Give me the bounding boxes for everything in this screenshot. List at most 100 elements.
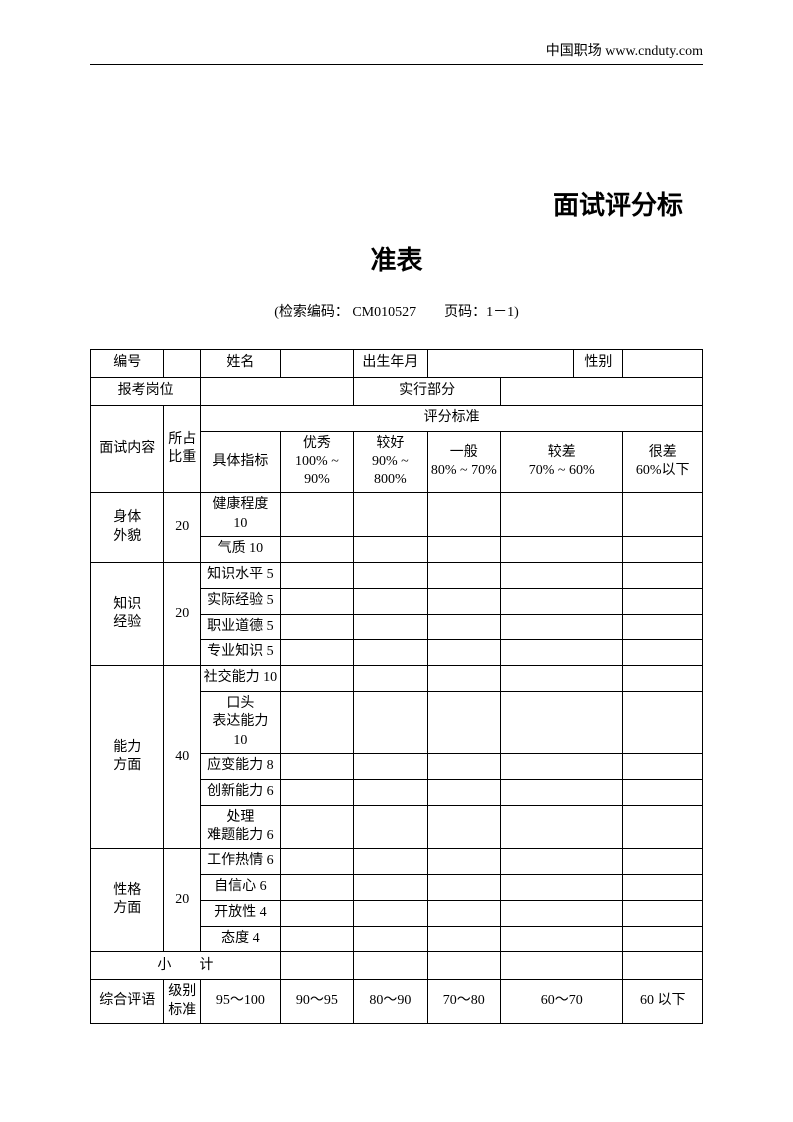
col-range: 100% ~ 90% xyxy=(295,454,339,487)
scoring-table: 编号 姓名 出生年月 性别 报考岗位 实行部分 面试内容 所占比重 评分标准 具… xyxy=(90,349,703,1024)
id-value xyxy=(164,350,201,378)
score-cell xyxy=(354,874,427,900)
score-cell xyxy=(280,848,353,874)
score-cell xyxy=(354,614,427,640)
score-cell xyxy=(354,848,427,874)
score-cell xyxy=(354,926,427,952)
score-cell xyxy=(501,640,623,666)
name-value xyxy=(280,350,353,378)
score-cell xyxy=(280,562,353,588)
score-cell xyxy=(354,493,427,536)
score-cell xyxy=(280,900,353,926)
score-cell xyxy=(501,588,623,614)
subtotal-label: 小 计 xyxy=(91,952,281,980)
score-cell xyxy=(427,692,500,754)
item-label: 态度 4 xyxy=(201,926,281,952)
score-cell xyxy=(280,692,353,754)
col-verypoor: 很差 60%以下 xyxy=(623,431,703,493)
summary-label: 综合评语 xyxy=(91,980,164,1023)
item-label: 健康程度10 xyxy=(201,493,281,536)
dept-label: 实行部分 xyxy=(354,378,501,406)
score-cell xyxy=(501,692,623,754)
birth-value xyxy=(427,350,574,378)
score-cell xyxy=(501,805,623,848)
score-cell xyxy=(427,666,500,692)
score-cell xyxy=(354,779,427,805)
position-value xyxy=(201,378,354,406)
score-cell xyxy=(427,753,500,779)
score-cell xyxy=(280,588,353,614)
item-label: 应变能力 8 xyxy=(201,753,281,779)
score-cell xyxy=(623,640,703,666)
content-label: 面试内容 xyxy=(91,406,164,493)
summary-range: 90～95 xyxy=(280,980,353,1023)
score-cell xyxy=(623,588,703,614)
item-label: 创新能力 6 xyxy=(201,779,281,805)
score-cell xyxy=(427,848,500,874)
score-cell xyxy=(623,753,703,779)
criteria-label: 评分标准 xyxy=(201,406,703,432)
score-cell xyxy=(501,614,623,640)
score-cell xyxy=(501,536,623,562)
col-name: 较差 xyxy=(548,445,576,460)
score-cell xyxy=(354,805,427,848)
id-label: 编号 xyxy=(91,350,164,378)
level-label: 级别标准 xyxy=(164,980,201,1023)
score-cell xyxy=(501,848,623,874)
score-cell xyxy=(427,562,500,588)
indicator-label: 具体指标 xyxy=(201,431,281,493)
col-range: 70% ~ 60% xyxy=(529,463,595,478)
site-text: 中国职场 www.cnduty.com xyxy=(546,44,703,59)
section-name: 性格方面 xyxy=(91,848,164,952)
score-cell xyxy=(501,874,623,900)
score-cell xyxy=(427,640,500,666)
item-label: 职业道德 5 xyxy=(201,614,281,640)
score-cell xyxy=(501,779,623,805)
score-cell xyxy=(354,588,427,614)
gender-label: 性别 xyxy=(574,350,623,378)
summary-range: 95～100 xyxy=(201,980,281,1023)
section-name: 身体外貌 xyxy=(91,493,164,562)
title-part1: 面试评分标 xyxy=(90,185,703,222)
col-name: 一般 xyxy=(450,445,478,460)
item-label: 处理难题能力 6 xyxy=(201,805,281,848)
section-weight: 20 xyxy=(164,493,201,562)
section-weight: 20 xyxy=(164,848,201,952)
score-cell xyxy=(354,536,427,562)
score-cell xyxy=(623,926,703,952)
col-poor: 较差 70% ~ 60% xyxy=(501,431,623,493)
score-cell xyxy=(354,666,427,692)
score-cell xyxy=(427,536,500,562)
score-cell xyxy=(280,805,353,848)
score-cell xyxy=(427,805,500,848)
score-cell xyxy=(623,900,703,926)
score-cell xyxy=(501,666,623,692)
score-cell xyxy=(623,562,703,588)
subtitle-text: (检索编码： CM010527 页码：1－1) xyxy=(274,305,519,320)
score-cell xyxy=(280,874,353,900)
col-name: 优秀 xyxy=(303,436,331,451)
col-good: 较好 90% ~ 800% xyxy=(354,431,427,493)
score-cell xyxy=(623,692,703,754)
page-header: 中国职场 www.cnduty.com xyxy=(90,40,703,65)
summary-range: 60 以下 xyxy=(623,980,703,1023)
col-range: 60%以下 xyxy=(636,463,690,478)
position-label: 报考岗位 xyxy=(91,378,201,406)
summary-range: 60～70 xyxy=(501,980,623,1023)
score-cell xyxy=(427,874,500,900)
item-label: 专业知识 5 xyxy=(201,640,281,666)
item-label: 自信心 6 xyxy=(201,874,281,900)
score-cell xyxy=(280,536,353,562)
score-cell xyxy=(623,493,703,536)
score-cell xyxy=(427,588,500,614)
weight-label: 所占比重 xyxy=(164,406,201,493)
item-label: 气质 10 xyxy=(201,536,281,562)
score-cell xyxy=(354,952,427,980)
dept-value xyxy=(501,378,703,406)
score-cell xyxy=(427,926,500,952)
col-range: 90% ~ 800% xyxy=(372,454,409,487)
title-part2: 准表 xyxy=(90,240,703,277)
gender-value xyxy=(623,350,703,378)
item-label: 口头表达能力10 xyxy=(201,692,281,754)
score-cell xyxy=(280,614,353,640)
